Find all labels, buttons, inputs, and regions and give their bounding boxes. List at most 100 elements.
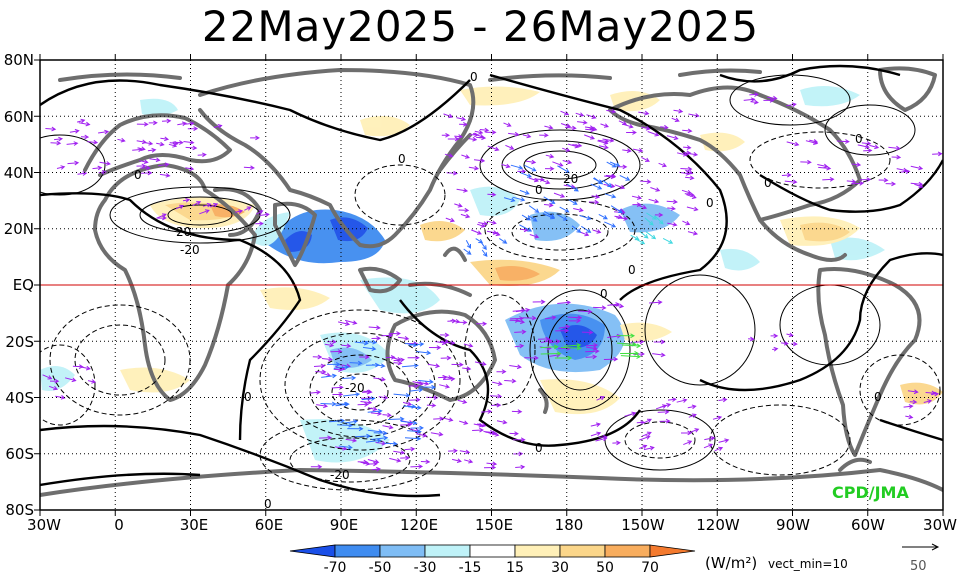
flux-vector (384, 441, 398, 447)
flux-vector (187, 126, 199, 132)
colorbar-cell (424, 544, 471, 558)
flux-vector (658, 162, 667, 168)
flux-vector (683, 440, 693, 446)
contour-label: 0 (244, 390, 252, 404)
flux-vector (682, 128, 693, 134)
flux-vector (140, 165, 151, 171)
contour-label: 0 (264, 497, 272, 511)
flux-vector (655, 404, 668, 410)
flux-vector (404, 342, 419, 348)
flux-vector (345, 438, 358, 443)
contour-label: 0 (134, 168, 142, 182)
flux-vector (259, 212, 270, 218)
flux-vector (362, 346, 377, 351)
reference-vector: 50 (902, 543, 940, 574)
flux-vector (505, 144, 515, 150)
flux-vector (416, 350, 432, 356)
flux-vector (344, 419, 359, 424)
flux-vector (338, 444, 353, 450)
flux-vector (359, 354, 370, 360)
flux-vector (402, 401, 413, 406)
flux-vector (69, 128, 80, 134)
flux-vector (343, 392, 361, 397)
flux-vector (354, 433, 372, 439)
flux-vector (463, 248, 472, 255)
flux-vector (667, 206, 676, 211)
flux-vector (315, 369, 327, 375)
flux-vector (149, 157, 161, 163)
flux-vector (202, 202, 212, 208)
flux-vector (662, 237, 674, 244)
flux-vector (393, 360, 403, 366)
flux-vector (605, 173, 617, 179)
lon-label: 0 (114, 516, 124, 534)
contour-label: 0 (874, 390, 882, 404)
flux-vector (479, 127, 490, 133)
flux-vector (686, 206, 699, 212)
flux-vector (365, 438, 382, 444)
flux-vector (408, 387, 424, 393)
flux-vector (441, 132, 451, 138)
flux-vector (676, 398, 688, 403)
flux-vector (407, 429, 422, 434)
flux-vector (636, 420, 646, 425)
lon-label: 60W (851, 516, 885, 534)
map-layers: 0 0 20 0 -20 0 0 0 20 0 0 0 0 0 -20 0 -2… (40, 64, 943, 511)
flux-vector (401, 363, 419, 369)
lat-label: 80S (5, 501, 34, 519)
flux-vector (606, 161, 617, 168)
flux-vector (644, 217, 654, 226)
flux-vector (331, 385, 344, 390)
flux-vector (925, 390, 937, 396)
flux-vector (671, 117, 680, 122)
flux-vector (784, 179, 798, 185)
flux-vector (680, 430, 693, 436)
flux-vector (400, 422, 413, 428)
flux-vector (878, 177, 889, 183)
flux-vector (342, 375, 357, 381)
flux-vector (540, 351, 562, 356)
flux-vector (347, 426, 364, 432)
colorbar-tick: 30 (551, 560, 569, 575)
lat-lon-grid (40, 60, 943, 510)
flux-vector (532, 299, 546, 305)
flux-vector (552, 161, 564, 167)
colorbar-cell (649, 544, 696, 558)
flux-vector (641, 156, 650, 162)
lon-label: 60E (255, 516, 284, 534)
flux-vector (512, 437, 526, 443)
flux-vector (687, 230, 699, 236)
flux-vector (459, 449, 471, 455)
contour-label: 20 (563, 172, 578, 186)
flux-vector (641, 431, 652, 437)
flux-vector (653, 339, 666, 345)
flux-vector (54, 136, 64, 142)
flux-vector (243, 165, 255, 171)
flux-vector (683, 145, 692, 150)
flux-vector (683, 150, 692, 156)
flux-vector (408, 383, 420, 389)
colorbar-tick: 50 (596, 560, 614, 575)
flux-vector (749, 92, 759, 97)
flux-vector (387, 416, 405, 422)
flux-vector (457, 399, 468, 404)
flux-vector (476, 321, 488, 327)
flux-vector (492, 381, 503, 386)
flux-vector (763, 98, 775, 103)
colorbar-tick: 15 (506, 560, 524, 575)
flux-vector (558, 346, 572, 351)
flux-vector (610, 205, 623, 214)
flux-vector (643, 445, 655, 451)
flux-vector (544, 166, 555, 172)
latitude-labels: 80N 60N 40N 20N EQ 20S 40S 60S 80S (4, 51, 34, 519)
flux-vector (679, 171, 691, 176)
flux-vector (313, 363, 326, 369)
flux-vector (417, 379, 434, 385)
flux-vector (544, 210, 555, 218)
flux-vector (585, 348, 600, 354)
flux-vector (588, 199, 600, 205)
flux-vector (563, 184, 576, 189)
flux-vector (408, 405, 422, 410)
flux-vector (522, 315, 537, 321)
